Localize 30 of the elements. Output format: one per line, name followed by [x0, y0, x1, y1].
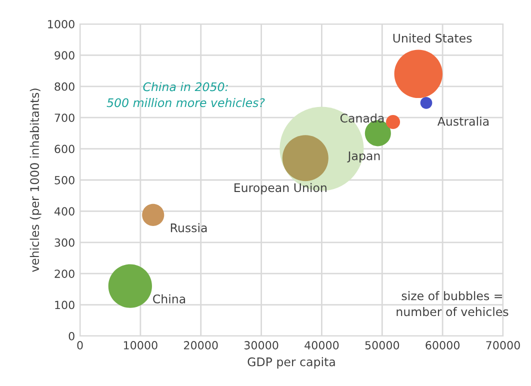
x-axis-title: GDP per capita: [248, 357, 335, 369]
series-label: Australia: [437, 116, 489, 126]
x-tick-label: 40000: [304, 341, 339, 350]
y-tick-label: 500: [54, 176, 74, 184]
x-tick-label: 50000: [365, 341, 400, 350]
x-tick-label: 20000: [184, 341, 218, 350]
annotation: China in 2050: 500 million more vehicles?: [106, 82, 265, 108]
series-label: Canada: [340, 113, 384, 123]
x-tick-label: 0: [77, 341, 83, 350]
series-label: United States: [393, 33, 472, 43]
y-tick-label: 600: [54, 144, 74, 154]
series-label: European Union: [234, 183, 326, 194]
series-label: China: [153, 294, 186, 304]
y-tick-label: 0: [68, 332, 74, 340]
x-tick-label: 30000: [244, 341, 278, 350]
y-tick-label: 300: [54, 238, 74, 247]
series-label: Russia: [170, 223, 207, 232]
y-tick-label: 1000: [48, 20, 74, 28]
series-label: Japan: [347, 151, 380, 163]
y-tick-label: 900: [54, 51, 74, 60]
y-tick-label: 200: [54, 270, 74, 278]
annotation: size of bubbles = number of vehicles: [396, 291, 508, 316]
x-tick-label: 70000: [486, 341, 520, 350]
y-tick-label: 100: [55, 300, 74, 310]
x-tick-label: 10000: [124, 341, 158, 350]
y-axis-title: vehicles (per 1000 inhabitants): [30, 88, 42, 272]
y-tick-label: 700: [54, 114, 74, 122]
y-tick-label: 800: [54, 82, 74, 91]
x-tick-label: 60000: [426, 341, 460, 350]
y-tick-label: 400: [54, 207, 74, 216]
